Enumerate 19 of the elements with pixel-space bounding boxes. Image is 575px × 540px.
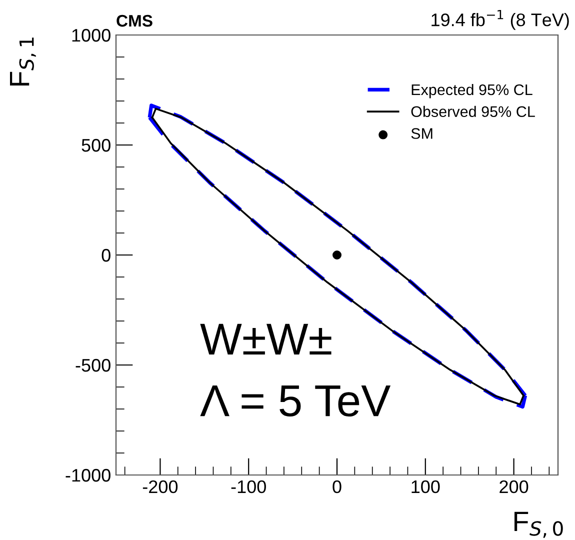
annotation: Λ = 5 TeV — [200, 385, 391, 417]
y-tick-label: 0 — [102, 248, 110, 262]
annotation: W±W± — [200, 324, 332, 354]
y-tick-label: -1000 — [66, 468, 110, 482]
y-axis-title: F$_{S,1}$ — [10, 38, 36, 86]
x-tick-label: 200 — [500, 480, 528, 494]
chart-title: CMS — [116, 14, 152, 27]
y-tick-label: 1000 — [72, 28, 110, 42]
legend-label: Expected 95% CL — [412, 84, 532, 98]
x-tick-label: -200 — [142, 480, 178, 494]
x-tick-label: 100 — [412, 480, 440, 494]
chart-subtitle: 19.4 fb$^{−1}$ (8 TeV) — [432, 10, 569, 30]
x-tick-label: -100 — [231, 480, 266, 494]
y-tick-label: -500 — [76, 358, 110, 372]
x-tick-label: 0 — [332, 480, 342, 494]
x-axis-title: F$_{S,0}$ — [514, 512, 563, 538]
y-tick-label: 500 — [82, 138, 110, 152]
legend-label: Observed 95% CL — [411, 106, 535, 118]
legend-label: SM — [411, 128, 432, 139]
